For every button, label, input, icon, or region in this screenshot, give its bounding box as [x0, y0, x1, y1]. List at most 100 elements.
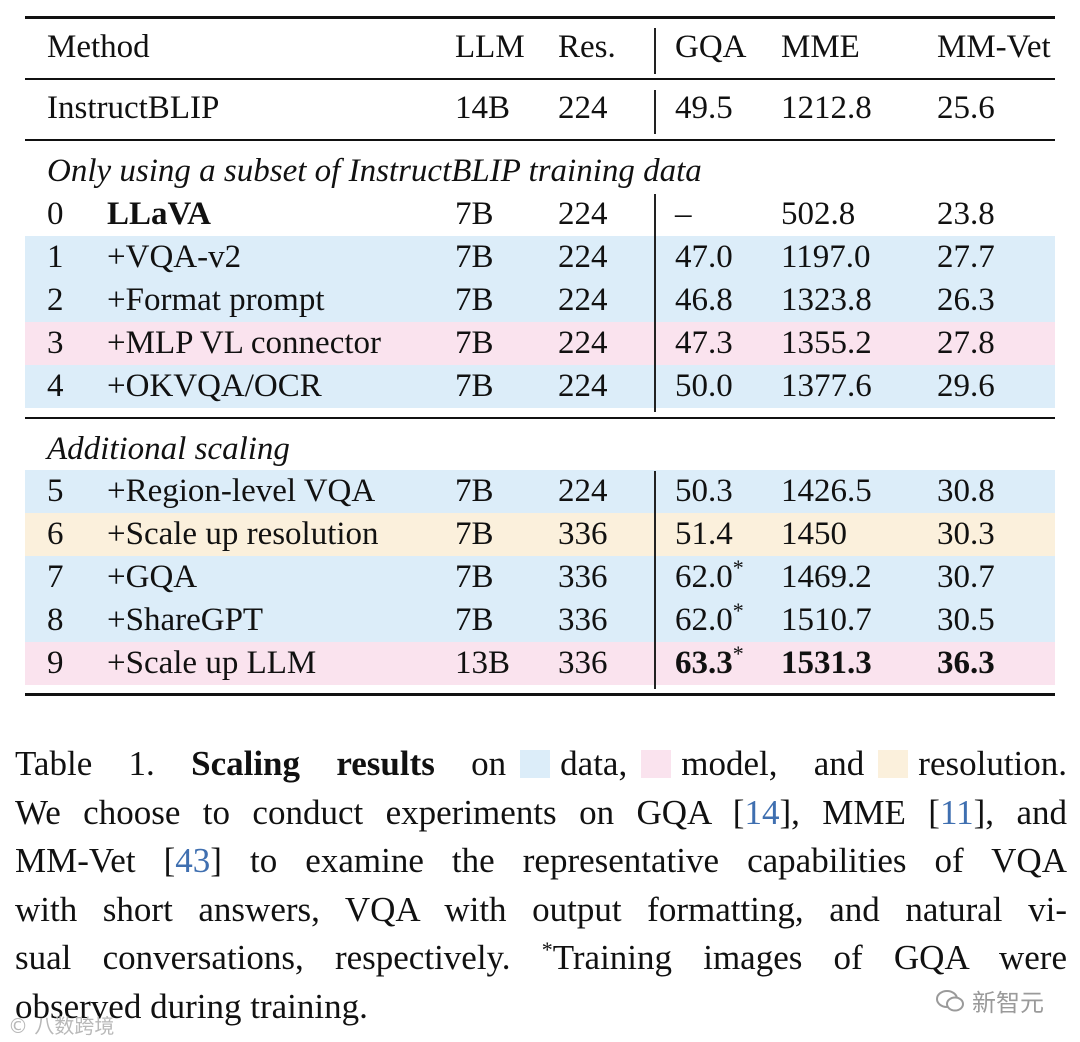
table-row: 6 +Scale up resolution 7B 336 51.4 1450 30.3 [25, 513, 1055, 556]
row-gqa: 47.0 [675, 236, 733, 279]
row-llm: 7B [455, 470, 494, 513]
header-llm: LLM [455, 29, 525, 65]
row-mme-value: 502.8 [781, 196, 856, 232]
table-row: 0 LLaVA 7B 224 – 502.8 23.8 [25, 193, 1055, 236]
row-llm: 7B [455, 193, 494, 236]
caption-line-1: Table 1. Scaling results on data, model, a… [15, 740, 1067, 789]
row-number: 7 [47, 556, 64, 599]
row-res-value: 336 [558, 602, 608, 638]
table-bottom-rule [25, 693, 1055, 696]
row-number-value: 8 [47, 602, 64, 638]
row-mme-value: 1377.6 [781, 368, 872, 404]
row-mmvet: 23.8 [937, 193, 995, 236]
row-method: +Format prompt [107, 279, 325, 322]
caption-text: ] to examine the representative capabili… [210, 841, 1067, 880]
row-method-value: +GQA [107, 559, 198, 595]
row-res: 224 [558, 279, 608, 322]
row-method: LLaVA [107, 193, 211, 236]
gqa-asterisk: * [732, 641, 744, 666]
row-llm: 7B [455, 279, 494, 322]
row-gqa-value: – [675, 196, 692, 232]
row-llm-value: 7B [455, 325, 494, 361]
row-res: 224 [558, 193, 608, 236]
caption-line-6: observed during training. [15, 986, 368, 1026]
row-method-value: LLaVA [107, 196, 211, 232]
row-gqa: 47.3 [675, 322, 733, 365]
row-llm-value: 7B [455, 559, 494, 595]
caption-line-2: We choose to conduct experiments on GQA … [15, 789, 1067, 838]
row-res-value: 336 [558, 559, 608, 595]
row-llm-value: 7B [455, 196, 494, 232]
row-mmvet: 36.3 [937, 642, 995, 685]
row-gqa-value: 47.3 [675, 325, 733, 361]
row-method-value: +OKVQA/OCR [107, 368, 322, 404]
row-res: 336 [558, 599, 608, 642]
row-gqa: 50.0 [675, 365, 733, 408]
column-divider [654, 471, 656, 689]
row-mmvet-value: 27.7 [937, 239, 995, 275]
table-row: 9 +Scale up LLM 13B 336 63.3* 1531.3 36.3 [25, 642, 1055, 685]
row-gqa: – [675, 193, 692, 236]
caption-asterisk-note: *Training images of GQA were [542, 938, 1067, 977]
row-number: 9 [47, 642, 64, 685]
row-number-value: 4 [47, 368, 64, 404]
row-mmvet-value: 36.3 [937, 645, 995, 681]
row-res-value: 336 [558, 645, 608, 681]
row-method-value: +ShareGPT [107, 602, 264, 638]
row-res-value: 224 [558, 282, 608, 318]
row-mme-value: 1531.3 [781, 645, 872, 681]
row-mmvet: 30.3 [937, 513, 995, 556]
row-res-value: 224 [558, 196, 608, 232]
row-gqa: 62.0* [675, 556, 744, 599]
watermark-left: © 八数跨境 [8, 1014, 115, 1038]
row-gqa-value: 46.8 [675, 282, 733, 318]
row-mme-value: 1510.7 [781, 602, 872, 638]
citation-link[interactable]: 14 [744, 792, 780, 832]
row-res: 224 [558, 365, 608, 408]
row-gqa-value: 50.0 [675, 368, 733, 404]
row-mmvet-value: 30.7 [937, 559, 995, 595]
row-method: +OKVQA/OCR [107, 365, 322, 408]
row-mme-value: 1426.5 [781, 473, 872, 509]
row-llm-value: 7B [455, 602, 494, 638]
row-res-value: 224 [558, 239, 608, 275]
row-gqa-value: 63.3 [675, 645, 733, 681]
row-mme: 1469.2 [781, 556, 872, 599]
row-number: 6 [47, 513, 64, 556]
row-mme: 502.8 [781, 193, 855, 236]
row-method-value: +Region-level VQA [107, 473, 376, 509]
row-res-value: 336 [558, 516, 608, 552]
header-gqa: GQA [675, 29, 747, 65]
header-method: Method [47, 29, 150, 65]
caption-data-word: data, [560, 744, 628, 783]
data-color-swatch [520, 750, 551, 778]
row-number: 4 [47, 365, 64, 408]
citation-link[interactable]: 11 [939, 792, 974, 832]
row-llm-value: 7B [455, 368, 494, 404]
row-mme: 1323.8 [781, 279, 872, 322]
row-llm-value: 7B [455, 282, 494, 318]
row-llm-value: 7B [455, 516, 494, 552]
row-mmvet-value: 30.8 [937, 473, 995, 509]
row-llm: 7B [455, 599, 494, 642]
row-llm-value: 7B [455, 473, 494, 509]
citation-link[interactable]: 43 [175, 841, 211, 880]
caption-text: sual conversations, respectively. [15, 938, 511, 977]
row-method-value: +Scale up LLM [107, 645, 317, 681]
row-gqa: 62.0* [675, 599, 744, 642]
row-mme: 1450 [781, 513, 847, 556]
baseline-gqa: 49.5 [675, 90, 733, 126]
row-mme-value: 1355.2 [781, 325, 872, 361]
caption-model-word: model, and [681, 744, 865, 783]
row-number: 8 [47, 599, 64, 642]
row-method: +ShareGPT [107, 599, 263, 642]
results-table: Method LLM Res. GQA MME MM-Vet InstructB… [25, 16, 1055, 696]
row-method: +GQA [107, 556, 197, 599]
row-llm: 13B [455, 642, 510, 685]
row-mme-value: 1469.2 [781, 559, 872, 595]
row-res-value: 224 [558, 473, 608, 509]
row-gqa-value: 62.0 [675, 602, 733, 638]
row-llm: 7B [455, 556, 494, 599]
row-mme-value: 1450 [781, 516, 847, 552]
row-method: +Scale up resolution [107, 513, 379, 556]
